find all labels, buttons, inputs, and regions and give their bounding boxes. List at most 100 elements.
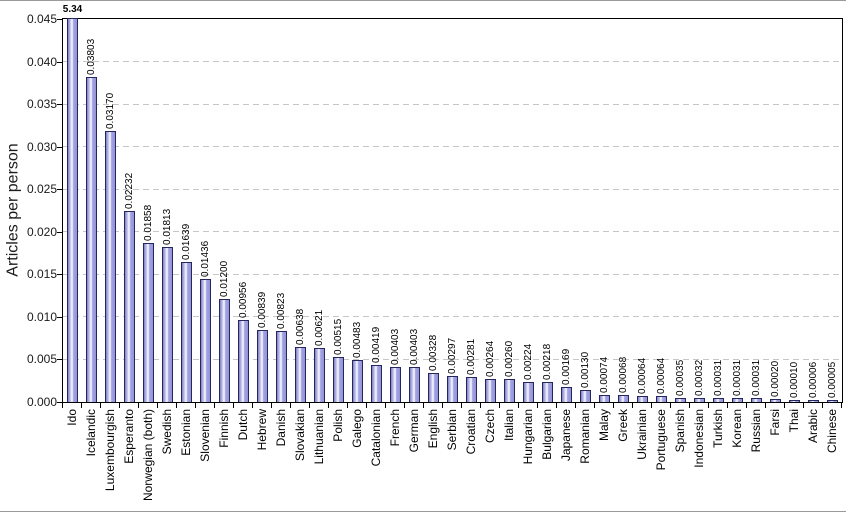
bar bbox=[105, 131, 116, 402]
value-label: 0.00130 bbox=[580, 351, 591, 388]
category-label: Farsi bbox=[768, 409, 782, 436]
value-label: 0.01436 bbox=[200, 240, 211, 277]
bar bbox=[162, 247, 173, 402]
bar bbox=[542, 382, 553, 402]
category-label: Japanese bbox=[559, 409, 573, 462]
gridline bbox=[63, 358, 842, 360]
category-label: Norwegian (both) bbox=[141, 409, 155, 502]
value-label: 0.02232 bbox=[124, 172, 135, 209]
bar bbox=[751, 398, 762, 402]
bar bbox=[637, 396, 648, 402]
bar bbox=[827, 400, 838, 402]
x-axis-tick bbox=[385, 403, 386, 408]
gridline bbox=[63, 61, 842, 63]
bar bbox=[770, 399, 781, 402]
category-label: Thai bbox=[787, 409, 801, 433]
bar bbox=[181, 262, 192, 402]
y-tick-label: 0.035 bbox=[26, 97, 57, 112]
x-axis-tick bbox=[233, 403, 234, 408]
bar bbox=[580, 390, 591, 402]
value-label: 0.00264 bbox=[485, 340, 496, 377]
bar bbox=[561, 387, 572, 402]
x-axis-tick bbox=[575, 403, 576, 408]
x-axis-tick bbox=[480, 403, 481, 408]
x-axis-tick bbox=[727, 403, 728, 408]
category-label: Estonian bbox=[179, 409, 193, 456]
value-label: 0.00068 bbox=[618, 356, 629, 393]
category-label: Swedish bbox=[160, 409, 174, 455]
bar bbox=[466, 377, 477, 402]
x-axis-tick bbox=[366, 403, 367, 408]
x-axis-tick bbox=[689, 403, 690, 408]
value-label: 0.00031 bbox=[751, 359, 762, 396]
bar bbox=[200, 279, 211, 402]
gridline bbox=[63, 273, 842, 275]
gridline bbox=[63, 103, 842, 105]
y-axis-tick bbox=[57, 359, 63, 361]
x-axis-tick bbox=[461, 403, 462, 408]
x-axis-tick bbox=[271, 403, 272, 408]
value-label: 0.00403 bbox=[390, 328, 401, 365]
y-axis-tick bbox=[57, 402, 63, 403]
y-axis-tick bbox=[57, 19, 63, 20]
category-label: Croatian bbox=[464, 409, 478, 455]
x-axis-tick bbox=[613, 403, 614, 408]
y-tick-label: 0.005 bbox=[26, 352, 57, 367]
value-label: 0.00638 bbox=[295, 308, 306, 345]
y-axis-tick bbox=[57, 316, 63, 318]
bar bbox=[428, 373, 439, 402]
value-label: 0.00297 bbox=[447, 337, 458, 374]
x-axis-tick bbox=[176, 403, 177, 408]
category-label: Bulgarian bbox=[540, 409, 554, 460]
x-axis-tick bbox=[404, 403, 405, 408]
x-axis-tick bbox=[100, 403, 101, 408]
bar bbox=[504, 379, 515, 402]
category-label: Galego bbox=[350, 409, 364, 448]
bar bbox=[371, 365, 382, 402]
category-label: Romanian bbox=[578, 409, 592, 464]
value-label: 0.00006 bbox=[808, 361, 819, 398]
category-label: French bbox=[388, 409, 402, 447]
x-axis-tick bbox=[784, 403, 785, 408]
y-tick-label: 0.020 bbox=[26, 224, 57, 239]
bar bbox=[86, 77, 97, 402]
x-axis-tick bbox=[252, 403, 253, 408]
bar bbox=[352, 360, 363, 402]
value-label: 0.00224 bbox=[523, 343, 534, 380]
x-axis-tick bbox=[632, 403, 633, 408]
y-axis-tick bbox=[57, 61, 63, 63]
category-label: Finnish bbox=[217, 409, 231, 448]
y-axis-tick bbox=[57, 274, 63, 276]
category-label: Italian bbox=[502, 409, 516, 442]
bar bbox=[333, 357, 344, 402]
x-axis-tick bbox=[670, 403, 671, 408]
value-label: 0.00823 bbox=[276, 292, 287, 329]
category-label: Arabic bbox=[806, 409, 820, 444]
x-axis-tick bbox=[195, 403, 196, 408]
category-label: Dutch bbox=[236, 409, 250, 441]
y-tick-label: 0.030 bbox=[26, 139, 57, 154]
category-label: Chinese bbox=[825, 409, 839, 454]
x-axis-tick bbox=[62, 403, 63, 408]
bar bbox=[124, 211, 135, 402]
y-axis-title: Articles per person bbox=[5, 142, 23, 277]
category-label: Ido bbox=[65, 409, 79, 426]
value-label: 0.00064 bbox=[656, 357, 667, 394]
bar bbox=[732, 398, 743, 402]
category-label: Spanish bbox=[673, 409, 687, 453]
y-axis-tick bbox=[57, 231, 63, 233]
value-label: 0.00419 bbox=[371, 326, 382, 363]
value-label: 0.00839 bbox=[257, 291, 268, 328]
category-label: English bbox=[426, 409, 440, 449]
bar bbox=[238, 320, 249, 402]
bar bbox=[713, 398, 724, 402]
y-tick-label: 0.000 bbox=[26, 395, 57, 409]
x-axis-tick bbox=[518, 403, 519, 408]
value-label: 0.00035 bbox=[675, 359, 686, 396]
gridline bbox=[63, 316, 842, 318]
category-label: Ukrainian bbox=[635, 409, 649, 460]
category-label: Hebrew bbox=[255, 409, 269, 451]
y-axis-tick bbox=[57, 189, 63, 191]
x-axis-tick bbox=[442, 403, 443, 408]
y-tick-label: 0.045 bbox=[26, 12, 57, 26]
